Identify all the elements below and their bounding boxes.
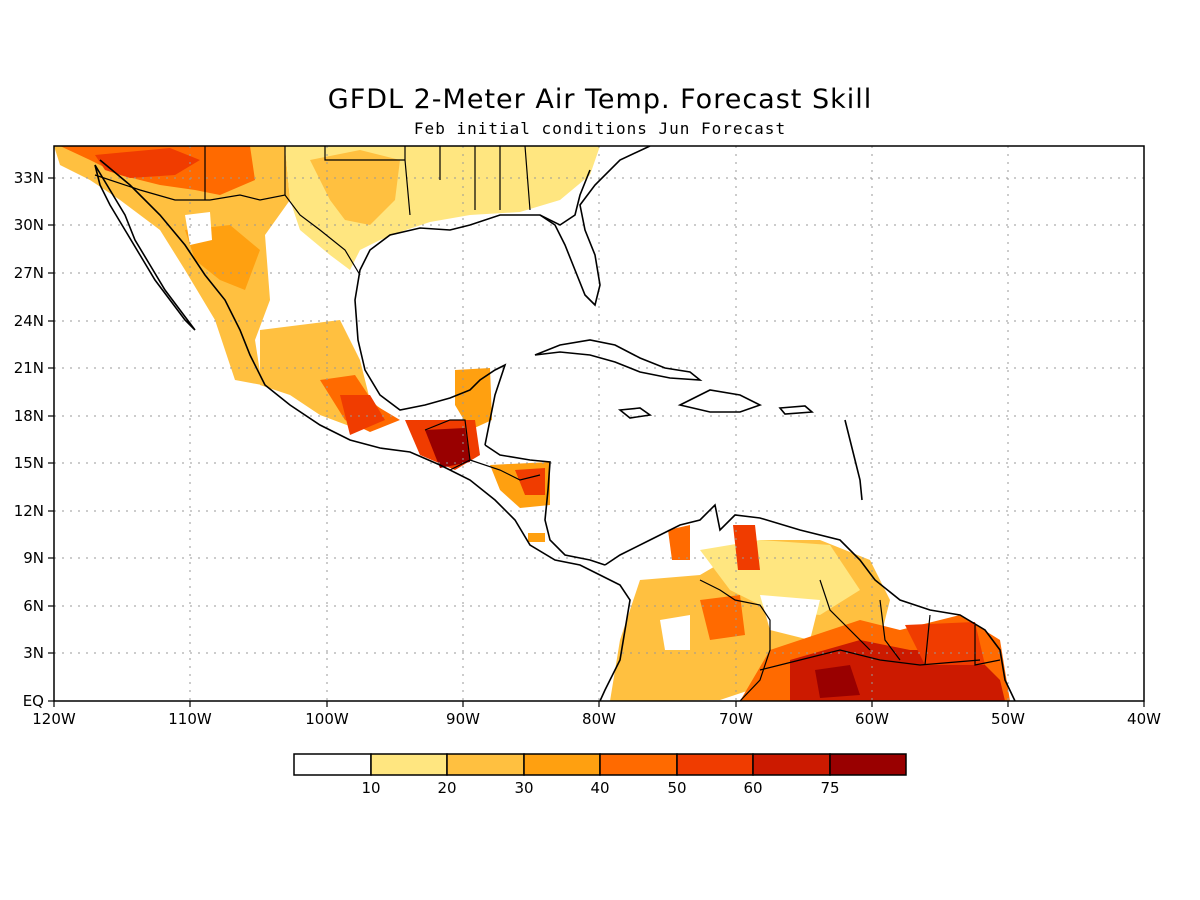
legend-swatch-3 [523,753,601,776]
x-tick-label: 60W [855,710,889,728]
x-tick-label: 40W [1127,710,1161,728]
central-america-caribbean [484,444,606,566]
skill-area-panama [528,533,545,542]
grid-lines [54,146,1144,701]
x-tick-label: 70W [719,710,753,728]
skill-area-colombia-coast [668,525,690,560]
legend-swatch-0 [293,753,372,776]
skill-shading [54,146,1010,701]
legend-labels: 10 20 30 40 50 60 75 [361,779,839,797]
legend-label: 50 [667,779,686,797]
x-tick-label: 120W [32,710,76,728]
x-tick-label: 100W [305,710,349,728]
florida [539,146,651,307]
y-tick-label: 27N [14,264,44,282]
legend-label: 30 [514,779,533,797]
skill-area-sonora-red [95,148,200,178]
honduras-border [469,459,541,481]
legend-label: 75 [820,779,839,797]
skill-area-oaxaca-red [340,395,385,435]
country-borders [94,146,1001,701]
skill-area-white-hole-2 [185,212,212,245]
legend-label: 10 [361,779,380,797]
map-title: GFDL 2-Meter Air Temp. Forecast Skill [327,84,873,115]
skill-area-white-hole-1 [270,245,340,330]
mexico-pacific-coast [99,159,631,701]
guiana-borders [879,599,1001,666]
legend-swatch-1 [370,753,448,776]
lesser-antilles [844,419,863,501]
y-tick-label: 6N [23,597,44,615]
us-mexico-border [94,174,361,276]
x-tick-label: 110W [168,710,212,728]
y-tick-label: 30N [14,216,44,234]
cuba [534,339,703,381]
x-tick-label: 80W [582,710,616,728]
y-axis-labels: EQ 3N 6N 9N 12N 15N 18N 21N 24N 27N 30N … [14,169,44,710]
y-tick-label: 21N [14,359,44,377]
x-axis-labels: 120W 110W 100W 90W 80W 70W 60W 50W 40W [32,710,1161,728]
y-tick-label: 33N [14,169,44,187]
y-tick-label: 3N [23,644,44,662]
legend-swatch-2 [446,753,525,776]
skill-area-northwest-mexico [54,146,290,385]
legend-swatch-6 [752,753,831,776]
y-tick-label: 15N [14,454,44,472]
legend-swatch-7 [829,753,907,776]
skill-area-white-hole-4 [660,615,690,650]
x-tick-label: 90W [446,710,480,728]
legend-label: 40 [590,779,609,797]
skill-area-yucatan [455,368,492,430]
x-tick-label: 50W [991,710,1025,728]
color-legend [293,753,907,776]
venezuela-guyana-border [819,579,871,651]
gulf-coast [354,169,591,446]
colombia-venezuela-border [699,579,771,701]
y-tick-label: 24N [14,312,44,330]
skill-area-venezuela-red [733,525,760,570]
hispaniola [677,389,763,413]
legend-swatch-4 [599,753,678,776]
y-tick-label: 9N [23,549,44,567]
puerto-rico [778,405,814,415]
y-tick-label: 12N [14,502,44,520]
y-tick-label: EQ [23,692,44,710]
baja-california [94,164,196,331]
skill-area-texas [310,150,400,225]
skill-area-amazon-dark [815,665,860,698]
skill-area-honduras-red [515,468,545,495]
tick-marks [48,177,1145,707]
map-subtitle: Feb initial conditions Jun Forecast [413,119,787,138]
brazil-border [759,649,981,671]
legend-swatch-5 [676,753,754,776]
jamaica [617,407,653,419]
south-america-north-coast [604,503,1016,701]
skill-area-guatemala [425,428,470,468]
legend-label: 20 [437,779,456,797]
y-tick-label: 18N [14,407,44,425]
legend-label: 60 [743,779,762,797]
coastlines [94,146,1016,701]
guatemala-border [424,419,471,471]
us-state-lines [204,146,531,216]
skill-area-guianas-red [905,622,985,665]
